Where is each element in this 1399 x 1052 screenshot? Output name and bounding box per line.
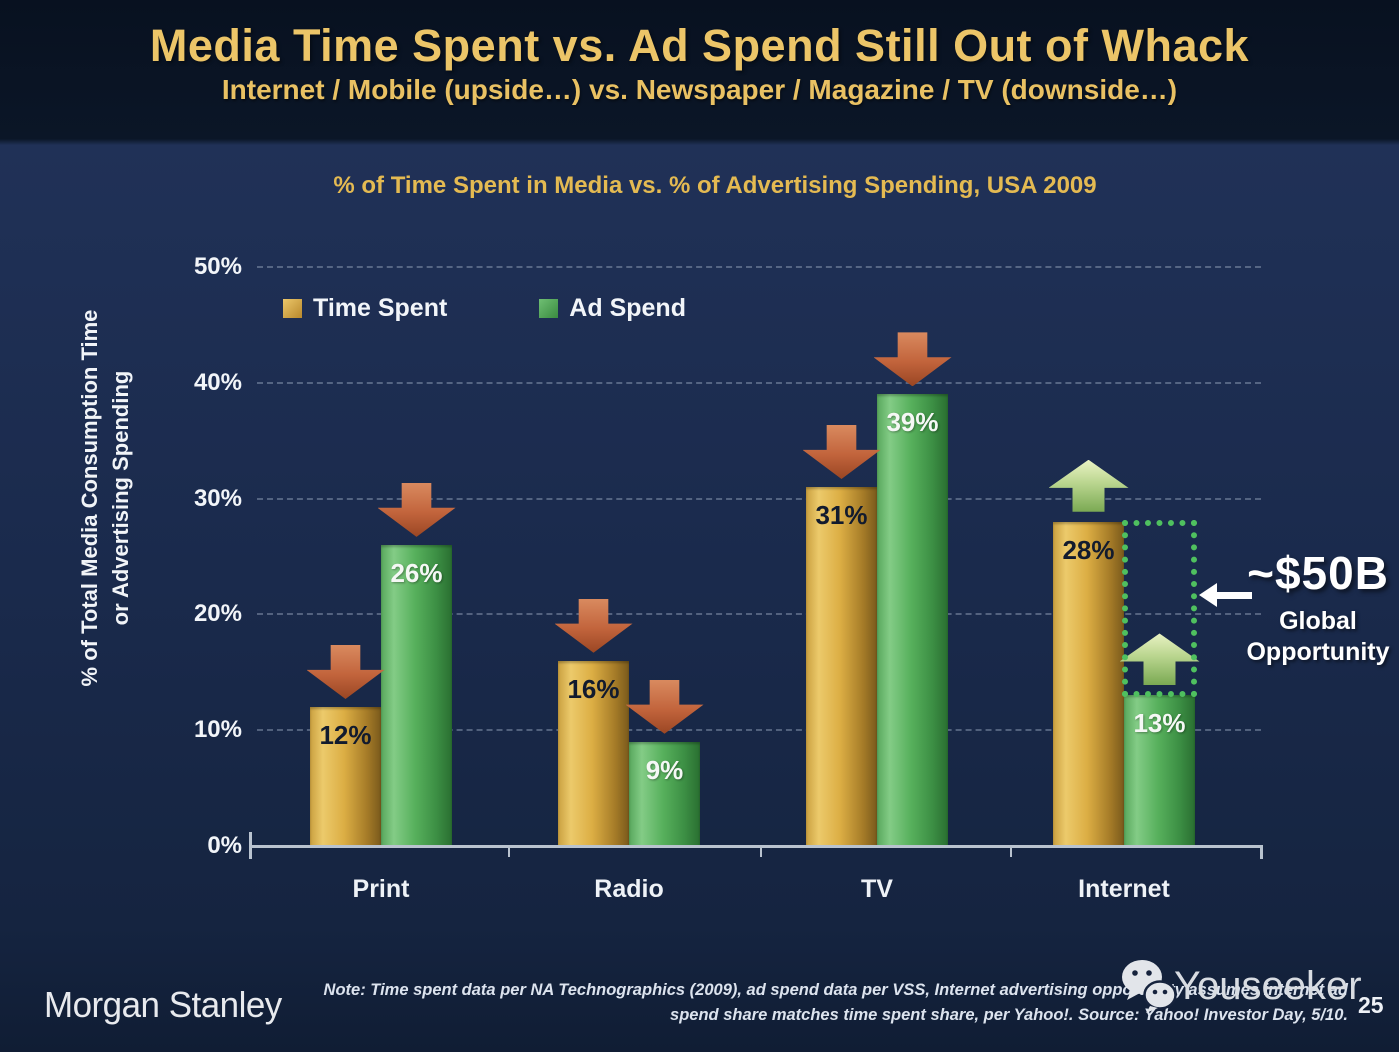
y-axis-tick-label: 50% bbox=[193, 253, 242, 280]
gridline bbox=[257, 729, 1261, 732]
y-axis-title: % of Total Media Consumption Time or Adv… bbox=[74, 198, 150, 798]
x-axis-end-tick bbox=[249, 847, 252, 859]
chart-legend: Time Spent Ad Spend bbox=[283, 294, 686, 323]
y-axis-tick-label: 0% bbox=[207, 832, 242, 859]
y-axis-title-line1: % of Total Media Consumption Time bbox=[77, 309, 102, 687]
bar-value-label: 26% bbox=[390, 557, 443, 588]
slide-title: Media Time Spent vs. Ad Spend Still Out … bbox=[149, 20, 1250, 71]
bar-time-spent-tv: 31% bbox=[806, 487, 877, 846]
bar-ad-spend-tv: 39% bbox=[877, 394, 948, 846]
bar-value-label: 39% bbox=[886, 407, 939, 438]
x-axis-tick bbox=[508, 848, 510, 857]
trend-arrow-up-icon bbox=[1048, 459, 1129, 512]
gridline bbox=[257, 497, 1261, 500]
y-axis-tick-label: 40% bbox=[193, 368, 242, 396]
trend-arrow-down-icon bbox=[873, 332, 952, 387]
bar-value-label: 31% bbox=[815, 500, 868, 531]
footnote-line1: Note: Time spent data per NA Technograph… bbox=[323, 981, 1348, 999]
bar-value-label: 12% bbox=[319, 720, 372, 751]
legend-label-time-spent: Time Spent bbox=[313, 294, 448, 322]
x-axis-label-radio: Radio bbox=[594, 875, 664, 903]
bar-value-label: 16% bbox=[567, 673, 620, 704]
trend-arrow-down-icon bbox=[802, 425, 881, 480]
slide-subtitle: Internet / Mobile (upside…) vs. Newspape… bbox=[221, 74, 1178, 105]
legend-label-ad-spend: Ad Spend bbox=[569, 294, 686, 322]
trend-arrow-down-icon bbox=[377, 482, 456, 537]
x-axis-tick bbox=[1010, 848, 1012, 857]
legend-swatch-green-icon bbox=[539, 299, 559, 318]
gridline bbox=[257, 381, 1261, 384]
x-axis-end-tick bbox=[1260, 847, 1263, 859]
legend-swatch-gold-icon bbox=[283, 299, 302, 318]
bar-ad-spend-internet: 13% bbox=[1124, 695, 1195, 846]
opportunity-annotation: ~$50B Global Opportunity bbox=[1238, 546, 1398, 668]
bar-time-spent-print: 12% bbox=[310, 707, 381, 846]
opportunity-caption: Global Opportunity bbox=[1246, 607, 1390, 666]
y-axis-tick-label: 10% bbox=[193, 716, 242, 744]
x-axis-tick bbox=[760, 848, 762, 857]
page-number: 25 bbox=[1358, 992, 1384, 1018]
x-axis-line bbox=[249, 845, 1263, 848]
chart-title: % of Time Spent in Media vs. % of Advert… bbox=[333, 172, 1097, 199]
y-axis-stub bbox=[249, 832, 252, 846]
bar-value-label: 9% bbox=[645, 754, 684, 785]
x-axis-label-internet: Internet bbox=[1078, 875, 1170, 903]
footnote-line2: spend share matches time spent share, pe… bbox=[670, 1006, 1348, 1024]
y-axis-tick-label: 20% bbox=[193, 600, 242, 628]
gridline bbox=[257, 613, 1261, 616]
footnote: Note: Time spent data per NA Technograph… bbox=[288, 978, 1348, 1028]
x-axis-label-print: Print bbox=[352, 875, 410, 903]
opportunity-gap-box bbox=[1122, 519, 1197, 698]
bar-chart-plot-area: 0% 10% 20% 30% 40% 50% 12% 26% Print 16% 9% Radio 31… bbox=[194, 253, 1263, 903]
trend-arrow-down-icon bbox=[306, 645, 385, 700]
opportunity-value: ~$50B bbox=[1247, 547, 1389, 599]
gridline bbox=[257, 266, 1261, 268]
bar-time-spent-radio: 16% bbox=[558, 660, 629, 846]
legend-item-ad-spend: Ad Spend bbox=[539, 294, 686, 323]
bar-time-spent-internet: 28% bbox=[1053, 521, 1124, 846]
bar-ad-spend-radio: 9% bbox=[629, 741, 700, 846]
trend-arrow-down-icon bbox=[554, 598, 633, 653]
youseeker-watermark: Youseeker bbox=[1118, 958, 1362, 1014]
bar-value-label: 28% bbox=[1062, 534, 1115, 565]
watermark-text: Youseeker bbox=[1174, 963, 1362, 1008]
left-arrow-icon bbox=[1199, 583, 1252, 607]
legend-item-time-spent: Time Spent bbox=[283, 294, 447, 323]
morgan-stanley-logo: Morgan Stanley bbox=[44, 984, 282, 1025]
bar-ad-spend-print: 26% bbox=[381, 544, 452, 846]
bar-value-label: 13% bbox=[1133, 708, 1186, 739]
wechat-icon bbox=[1122, 960, 1177, 1013]
y-axis-title-line2: or Advertising Spending bbox=[108, 370, 133, 626]
x-axis-label-tv: TV bbox=[861, 875, 893, 903]
y-axis-tick-label: 30% bbox=[193, 484, 242, 512]
trend-arrow-down-icon bbox=[625, 679, 704, 734]
